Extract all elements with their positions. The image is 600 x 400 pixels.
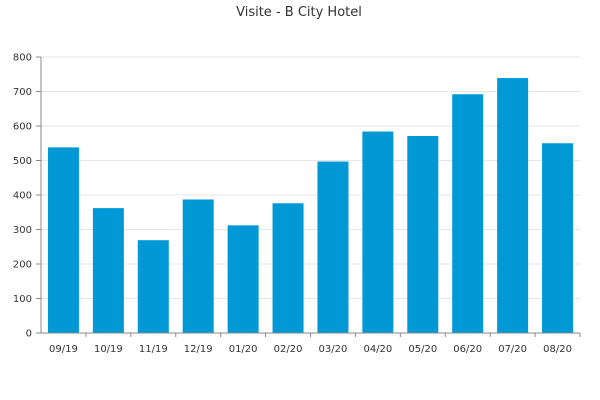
bar-07-20 — [497, 78, 529, 333]
bar-06-20 — [452, 94, 484, 333]
bar-04-20 — [362, 131, 394, 333]
y-tick-label: 0 — [26, 329, 32, 340]
x-tick-label: 12/19 — [184, 344, 213, 355]
gridlines — [41, 56, 580, 299]
y-tick-label: 600 — [13, 122, 32, 133]
bar-12-19 — [182, 199, 214, 333]
y-tick-label: 800 — [13, 53, 32, 64]
x-tick-label: 01/20 — [229, 344, 258, 355]
x-tick-label: 08/20 — [543, 344, 572, 355]
x-tick-label: 06/20 — [453, 344, 482, 355]
x-tick-label: 07/20 — [498, 344, 527, 355]
bar-02-20 — [272, 203, 304, 333]
x-tick-label: 03/20 — [319, 344, 348, 355]
y-tick-label: 700 — [13, 87, 32, 98]
x-tick-label: 09/19 — [49, 344, 78, 355]
bar-08-20 — [542, 143, 574, 333]
y-tick-label: 100 — [13, 294, 32, 305]
x-tick-labels: 09/19 10/19 11/19 12/19 01/20 02/20 03/20 04/20… — [49, 333, 581, 355]
x-tick-label: 02/20 — [274, 344, 303, 355]
x-tick-label: 05/20 — [408, 344, 437, 355]
bar-10-19 — [92, 208, 124, 333]
y-tick-label: 500 — [13, 156, 32, 167]
y-tick-label: 300 — [13, 225, 32, 236]
bars — [47, 78, 574, 333]
y-tick-label: 200 — [13, 260, 32, 271]
y-tick-label: 400 — [13, 191, 32, 202]
bar-09-19 — [47, 147, 79, 333]
bar-11-19 — [137, 240, 169, 333]
y-tick-labels: 0 100 200 300 400 500 600 700 800 — [13, 53, 41, 340]
bar-05-20 — [407, 136, 439, 333]
x-tick-label: 11/19 — [139, 344, 168, 355]
bar-03-20 — [317, 161, 349, 333]
bar-01-20 — [227, 225, 259, 333]
x-tick-label: 10/19 — [94, 344, 123, 355]
x-tick-label: 04/20 — [363, 344, 392, 355]
chart-title: Visite - B City Hotel — [236, 5, 362, 20]
